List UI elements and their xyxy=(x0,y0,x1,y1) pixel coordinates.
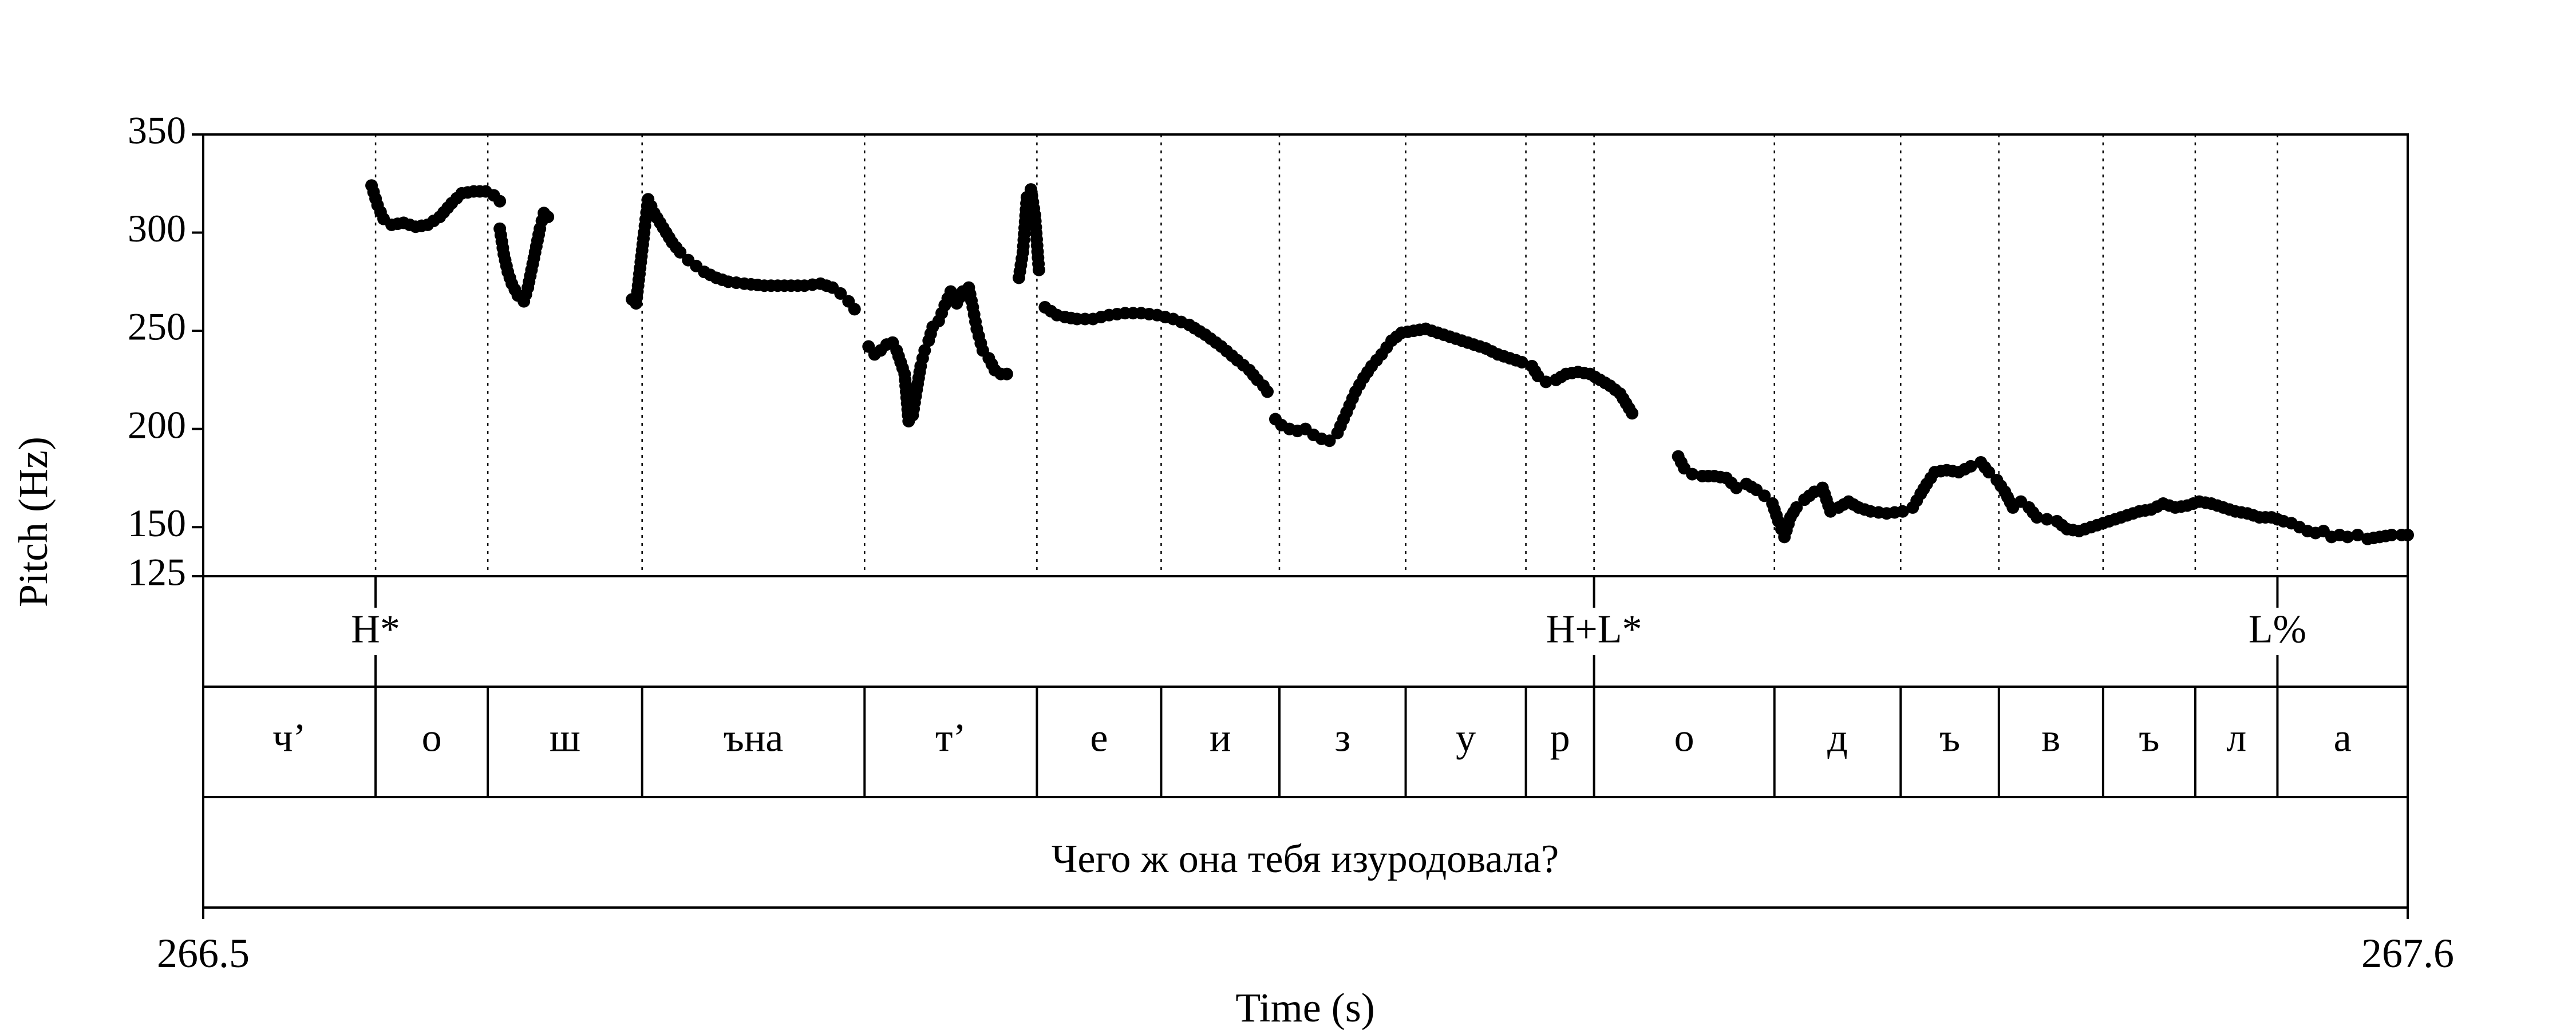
y-tick-label: 300 xyxy=(128,207,186,250)
segment-label: в xyxy=(2041,716,2060,760)
segment-boundary-lines xyxy=(374,134,2278,576)
segment-label: ш xyxy=(550,716,580,760)
pitch-point xyxy=(2341,530,2354,544)
segment-label: д xyxy=(1827,716,1848,760)
x-tick-label: 267.6 xyxy=(2361,930,2454,976)
pitch-point xyxy=(1515,356,1528,369)
pitch-plot-frame xyxy=(202,133,2409,577)
pitch-point xyxy=(493,195,507,208)
pitch-point xyxy=(1000,367,1013,381)
y-tick-label: 125 xyxy=(128,550,186,594)
tone-marks: H* H+L* L% xyxy=(351,576,2306,687)
pitch-point xyxy=(1323,434,1336,447)
pitch-point xyxy=(1032,263,1045,276)
sentence-tier-frame xyxy=(202,796,2409,909)
tone-label: H+L* xyxy=(1546,608,1642,652)
segment-label: а xyxy=(2334,716,2352,760)
tone-tier: H* H+L* L% xyxy=(202,575,2409,688)
pitch-panel: 350 300 250 200 150 125 xyxy=(128,109,2414,594)
segment-label: ъ xyxy=(1939,716,1960,760)
segment-label: з xyxy=(1334,716,1350,760)
segment-tier: ч’ о ш ъна т’ е и з у р о д ъ в ъ л а xyxy=(202,686,2409,798)
segment-label: о xyxy=(1674,716,1694,760)
segment-label: и xyxy=(1210,716,1231,760)
pitch-point xyxy=(2351,528,2364,541)
tone-tier-frame xyxy=(202,575,2409,688)
x-axis-label: Time (s) xyxy=(1235,985,1374,1030)
pitch-point xyxy=(848,303,861,316)
pitch-point xyxy=(834,287,847,300)
pitch-point xyxy=(1686,468,1699,481)
pitch-point xyxy=(2385,528,2398,541)
pitch-point xyxy=(674,245,687,259)
segment-label: т’ xyxy=(935,716,966,760)
segment-label: ч’ xyxy=(272,716,306,760)
segment-label: е xyxy=(1090,716,1108,760)
y-tick-label: 150 xyxy=(128,501,186,545)
pitch-point xyxy=(2401,528,2414,541)
pitch-point xyxy=(1730,481,1743,494)
segment-marks: ч’ о ш ъна т’ е и з у р о д ъ в ъ л а xyxy=(272,687,2352,797)
y-tick-label: 350 xyxy=(128,109,186,152)
pitch-point xyxy=(1982,466,1996,479)
segment-label: р xyxy=(1550,716,1570,760)
pitch-point xyxy=(1758,489,1771,502)
segment-label: у xyxy=(1456,716,1476,760)
tone-label: H* xyxy=(351,608,400,652)
pitch-point xyxy=(1626,407,1639,420)
pitch-point xyxy=(2030,511,2044,524)
pitch-point xyxy=(1790,501,1803,514)
pitch-point xyxy=(542,211,555,224)
x-tick-label: 266.5 xyxy=(157,930,250,976)
y-tick-label: 250 xyxy=(128,305,186,348)
segment-tier-frame xyxy=(202,686,2409,798)
pitch-point xyxy=(1539,375,1552,389)
pitch-point xyxy=(1261,385,1274,398)
segment-label: л xyxy=(2226,716,2246,760)
y-tick-label: 200 xyxy=(128,403,186,446)
segment-label: ъна xyxy=(724,716,784,760)
pitch-point xyxy=(1964,459,1977,473)
segment-label: о xyxy=(422,716,442,760)
pitch-point xyxy=(2040,513,2053,526)
y-axis-ticks: 350 300 250 200 150 125 xyxy=(128,109,203,594)
sentence-tier: Чего ж она тебя изуродовала? xyxy=(202,796,2409,909)
segment-label: ъ xyxy=(2139,716,2159,760)
pitch-point xyxy=(1896,505,1909,518)
tone-label: L% xyxy=(2249,608,2306,652)
pitch-point xyxy=(918,344,931,357)
y-axis-label: Pitch (Hz) xyxy=(10,437,56,607)
sentence-label: Чего ж она тебя изуродовала? xyxy=(1052,837,1559,881)
x-axis-ticks: 266.5 267.6 xyxy=(157,908,2454,976)
pitch-points xyxy=(365,179,2414,545)
